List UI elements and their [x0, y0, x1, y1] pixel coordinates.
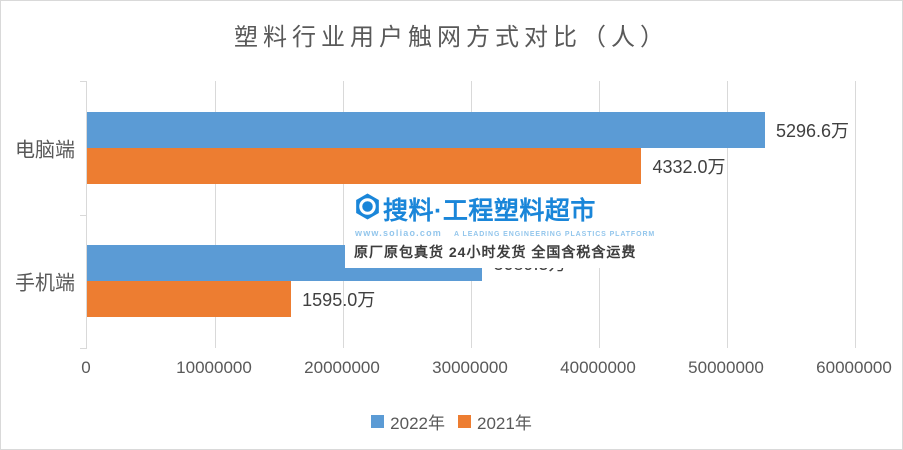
- y-axis-category-labels: 电脑端 手机端: [1, 81, 77, 348]
- watermark-brand-text: 搜料·工程塑料超市: [383, 197, 596, 225]
- x-tick-label: 30000000: [432, 358, 508, 377]
- x-tick-label: 10000000: [176, 358, 252, 377]
- watermark-tagline-cn: 原厂原包真货 24小时发货 全国含税含运费: [354, 244, 637, 260]
- chart-title: 塑料行业用户触网方式对比（人）: [234, 25, 669, 51]
- bar-电脑端-2022年: [87, 111, 765, 148]
- bar-手机端-2021年: [87, 281, 292, 318]
- gridline: [855, 81, 856, 348]
- legend-swatch-icon: [458, 415, 471, 428]
- watermark-tagline-en: A LEADING ENGINEERING PLASTICS PLATFORM: [453, 231, 656, 238]
- data-label: 1595.0万: [302, 290, 376, 311]
- data-label: 4332.0万: [652, 156, 726, 177]
- x-tick-label: 20000000: [304, 358, 380, 377]
- hexagon-nut-icon: [354, 193, 381, 225]
- gridline: [343, 81, 344, 348]
- gridline: [215, 81, 216, 348]
- legend-item: 2022年: [371, 409, 445, 434]
- y-axis-tick: [80, 348, 87, 349]
- y-axis-tick: [80, 215, 87, 216]
- gridline: [727, 81, 728, 348]
- x-tick-label: 0: [81, 358, 91, 377]
- legend-label: 2021年: [477, 414, 532, 433]
- data-label: 5296.6万: [775, 120, 850, 141]
- y-axis-tick: [80, 81, 87, 82]
- bar-电脑端-2021年: [87, 147, 642, 184]
- watermark-url-text: www.soliao.com: [355, 228, 442, 238]
- legend-item: 2021年: [458, 409, 532, 434]
- x-tick-label: 60000000: [816, 358, 892, 377]
- legend-label: 2022年: [390, 414, 445, 433]
- x-tick-label: 40000000: [560, 358, 636, 377]
- legend-swatch-icon: [371, 415, 385, 428]
- legend: 2022年 2021年: [1, 409, 902, 434]
- category-label: 手机端: [15, 272, 75, 295]
- category-label: 电脑端: [15, 139, 75, 162]
- x-axis-tick-labels: 0 10000000 20000000 30000000 40000000 5000000…: [81, 358, 892, 380]
- watermark: 搜料·工程塑料超市 www.soliao.com A LEADING ENGIN…: [345, 184, 668, 268]
- x-tick-label: 50000000: [688, 358, 764, 377]
